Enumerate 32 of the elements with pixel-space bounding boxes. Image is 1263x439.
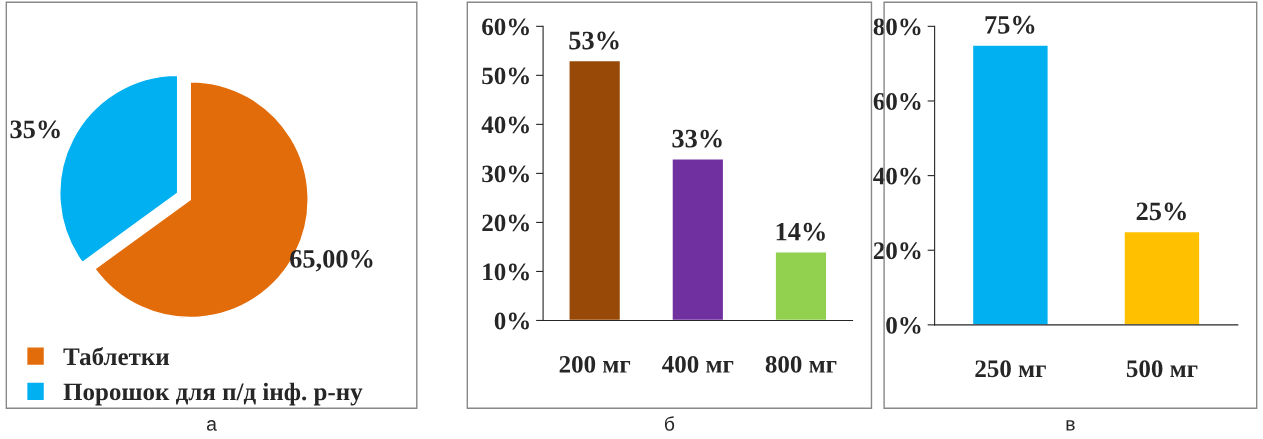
bar: [568, 59, 622, 321]
data-label: 25%: [1136, 202, 1186, 221]
text: а: [206, 420, 217, 431]
data-label: 14%: [776, 222, 825, 241]
data-label: 35%: [10, 120, 60, 139]
y-tick-label: 40%: [873, 167, 921, 185]
legend-label: Порошок для п/д інф. р-ну: [63, 382, 363, 406]
y-tick-label: 60%: [482, 18, 529, 36]
bar: [671, 158, 725, 321]
x-tick-label: 200 мг: [559, 355, 631, 373]
y-tick-label: 30%: [482, 165, 529, 183]
y-tick-label: 80%: [873, 18, 921, 36]
x-tick-label: 250 мг: [975, 360, 1046, 378]
data-label: 65,00%: [290, 249, 373, 272]
y-tick-label: 20%: [482, 214, 529, 232]
x-tick-label: 500 мг: [1126, 360, 1198, 378]
x-tick-label: 400 мг: [662, 355, 734, 373]
y-tick-label: 20%: [873, 242, 921, 260]
data-label: 33%: [672, 129, 722, 148]
text: б: [664, 416, 675, 431]
data-label: 53%: [569, 31, 619, 50]
y-tick-label: 60%: [873, 93, 921, 110]
y-tick-label: 0%: [886, 316, 921, 334]
y-tick-label: 0%: [494, 312, 529, 330]
bar: [774, 251, 828, 321]
y-tick-label: 50%: [482, 67, 529, 85]
x-tick-label: 800 мг: [765, 355, 837, 373]
data-label: 75%: [985, 15, 1035, 34]
legend-label: Таблетки: [63, 347, 170, 366]
y-tick-label: 40%: [481, 116, 529, 134]
y-tick-label: 10%: [483, 263, 529, 281]
text: в: [1066, 420, 1075, 431]
